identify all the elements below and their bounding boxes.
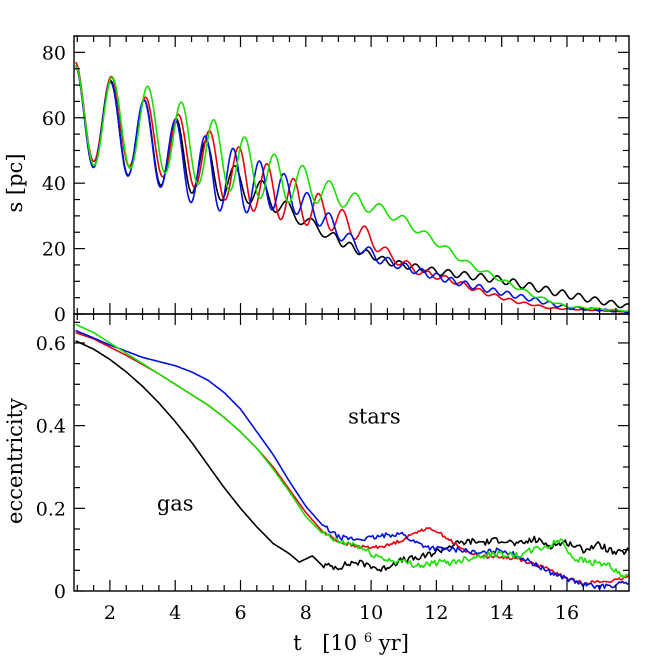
annotation-gas: gas — [157, 491, 194, 515]
x-tick-label: 10 — [359, 602, 383, 624]
series-line-black — [75, 64, 629, 309]
y-tick-label: 0 — [54, 581, 66, 603]
series-group — [75, 323, 629, 590]
series-line-black — [75, 340, 629, 573]
y-tick-label: 0.6 — [36, 333, 66, 355]
x-axis-label-symbol: t — [293, 631, 302, 655]
series-line-green — [75, 323, 629, 579]
x-tick-label: 2 — [104, 602, 116, 624]
x-tick-label: 14 — [490, 602, 514, 624]
y-tick-label: 0.2 — [36, 498, 66, 520]
x-tick-label: 12 — [424, 602, 448, 624]
y-axis-label-eccentricity: eccentricity — [3, 398, 27, 524]
y-tick-label: 20 — [42, 239, 66, 261]
x-tick-label: 6 — [234, 602, 246, 624]
x-axis-label-unit-exponent: 6 — [364, 631, 372, 646]
y-tick-label: 0.4 — [36, 416, 66, 438]
series-group — [75, 61, 629, 314]
annotation-stars: stars — [348, 405, 401, 429]
x-tick-label: 4 — [169, 602, 181, 624]
plot-frame — [73, 313, 630, 592]
y-tick-label: 80 — [42, 42, 66, 64]
x-axis-label-unit-post: yr] — [378, 631, 409, 655]
series-line-green — [75, 64, 629, 312]
x-tick-label: 8 — [300, 602, 312, 624]
series-line-red — [75, 61, 629, 313]
x-axis-label: t [10 6 yr] — [293, 623, 409, 655]
series-line-blue — [75, 64, 629, 314]
x-axis-label-unit-pre: [10 — [322, 631, 357, 655]
y-tick-label: 60 — [42, 108, 66, 130]
y-tick-label: 40 — [42, 173, 66, 195]
panel-eccentricity: 2 4 6 8 10 12 14 16 0 0.2 0.4 0.6 stars gas — [36, 313, 630, 624]
y-tick-label: 0 — [54, 304, 66, 326]
panel-separation: 0 20 40 60 80 — [42, 35, 630, 326]
series-line-blue — [75, 329, 629, 590]
x-tick-label: 16 — [555, 602, 579, 624]
y-axis-label-s: s [pc] — [3, 153, 27, 212]
